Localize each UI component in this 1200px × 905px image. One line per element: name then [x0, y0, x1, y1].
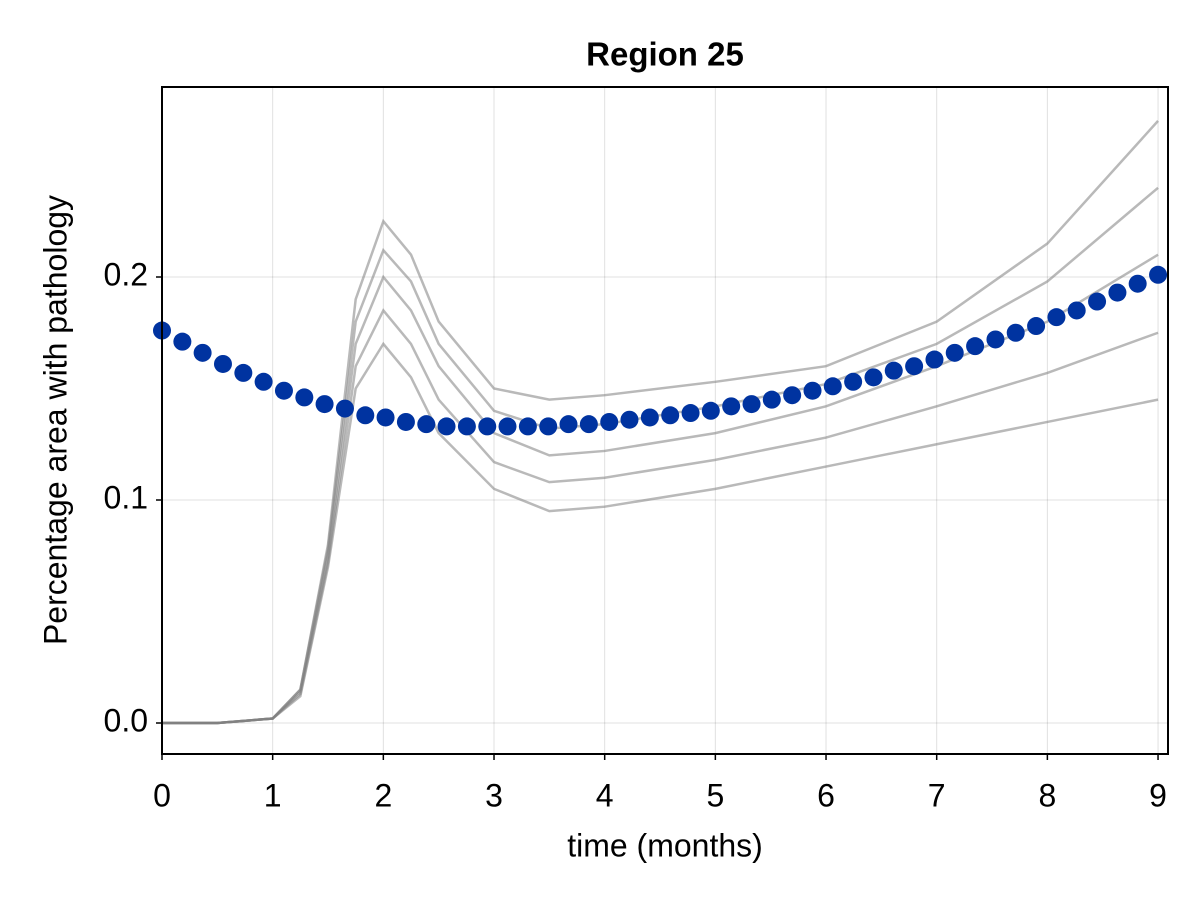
x-tick-label: 7 [928, 777, 946, 813]
axes-frame [161, 86, 1169, 755]
data-point [417, 415, 436, 434]
data-point [254, 372, 273, 391]
data-point [437, 417, 456, 436]
data-point [966, 337, 985, 356]
data-point [396, 412, 415, 431]
data-point [1149, 265, 1168, 284]
data-point [640, 408, 659, 427]
x-tick-label: 8 [1038, 777, 1056, 813]
data-point [986, 330, 1005, 349]
data-point [905, 357, 924, 376]
data-point [803, 381, 822, 400]
data-point [783, 386, 802, 405]
data-point [925, 350, 944, 369]
data-point [518, 417, 537, 436]
x-tick-label: 9 [1149, 777, 1167, 813]
chart-title: Region 25 [586, 36, 744, 73]
data-point [722, 397, 741, 416]
x-tick-label: 2 [374, 777, 392, 813]
data-point [295, 388, 314, 407]
y-tick-label: 0.2 [104, 256, 148, 292]
data-point [945, 343, 964, 362]
ticks: 0 1 2 3 4 5 6 7 8 9 0.0 0.1 0.2 [104, 256, 1167, 813]
y-tick-label: 0.1 [104, 479, 148, 515]
data-point [539, 417, 558, 436]
x-tick-label: 6 [817, 777, 835, 813]
data-point [559, 415, 578, 434]
data-point [1006, 323, 1025, 342]
y-axis-label: Percentage area with pathology [37, 195, 73, 645]
data-point [478, 417, 497, 436]
x-axis-label: time (months) [567, 827, 763, 863]
data-point [681, 404, 700, 423]
data-point [1128, 274, 1147, 293]
data-point [884, 361, 903, 380]
data-point [1088, 292, 1107, 311]
data-point [701, 401, 720, 420]
data-point [1047, 308, 1066, 327]
plot-area [153, 120, 1168, 725]
y-tick-label: 0.0 [104, 702, 148, 738]
data-point [1027, 317, 1046, 336]
data-point [315, 395, 334, 414]
data-point [579, 415, 598, 434]
data-point [193, 343, 212, 362]
data-point [234, 363, 253, 382]
data-point [173, 332, 192, 351]
data-point [376, 408, 395, 427]
x-tick-label: 4 [596, 777, 614, 813]
data-point [864, 368, 883, 387]
x-tick-label: 3 [485, 777, 503, 813]
x-tick-label: 0 [153, 777, 171, 813]
data-point [823, 377, 842, 396]
data-point [498, 417, 517, 436]
data-point [600, 412, 619, 431]
data-point [661, 406, 680, 425]
data-point [762, 390, 781, 409]
ensemble-line [162, 341, 1159, 725]
data-point [620, 410, 639, 429]
data-point [213, 354, 232, 373]
data-point [1067, 301, 1086, 320]
data-point [356, 406, 375, 425]
data-point [335, 399, 354, 418]
data-point [742, 395, 761, 414]
data-point [274, 381, 293, 400]
data-point [1108, 283, 1127, 302]
x-tick-label: 1 [264, 777, 282, 813]
x-tick-label: 5 [706, 777, 724, 813]
data-point [844, 372, 863, 391]
data-point [457, 417, 476, 436]
